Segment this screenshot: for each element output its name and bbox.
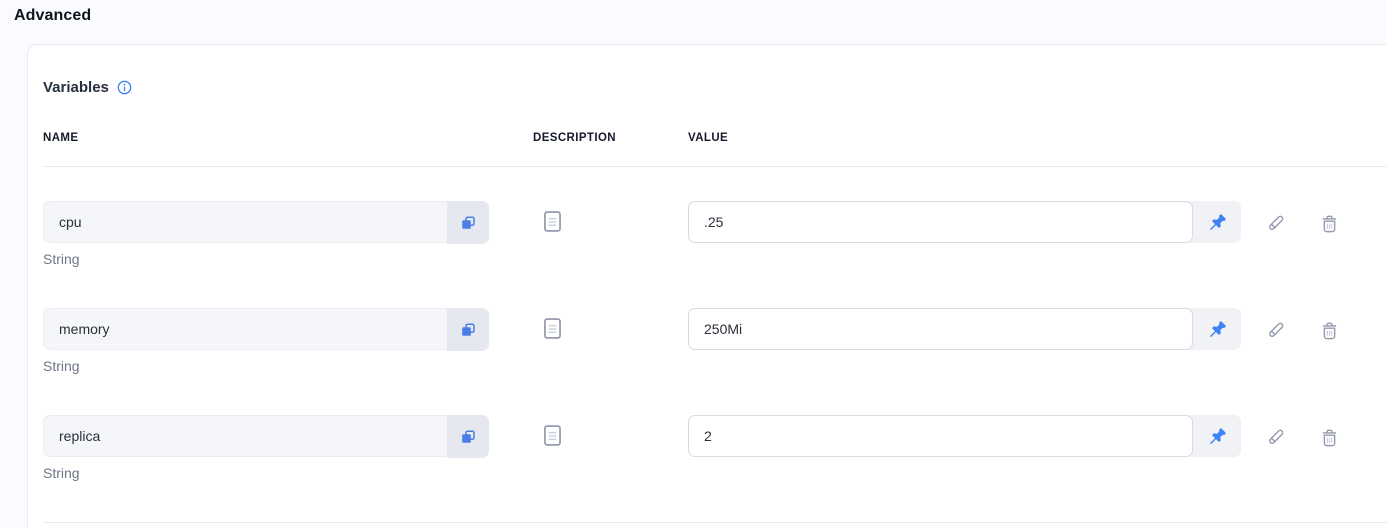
variables-panel: Variables NAME DESCRIPTION VALUE String xyxy=(27,44,1387,528)
document-icon xyxy=(544,318,561,339)
variable-type-label: String xyxy=(43,358,80,374)
name-input-group xyxy=(43,308,489,351)
pushpin-icon xyxy=(1208,320,1227,339)
delete-button[interactable] xyxy=(1309,317,1349,343)
variable-name-input[interactable] xyxy=(44,416,488,456)
document-icon xyxy=(544,211,561,232)
variable-name-input[interactable] xyxy=(44,202,488,242)
pin-button[interactable] xyxy=(1193,308,1241,350)
value-input-group xyxy=(688,201,1241,243)
value-input-group xyxy=(688,308,1241,350)
pencil-icon xyxy=(1265,213,1286,234)
copy-icon xyxy=(460,322,476,338)
variable-value-input[interactable] xyxy=(688,201,1193,243)
trash-icon xyxy=(1319,320,1340,341)
variable-type-label: String xyxy=(43,251,80,267)
section-divider xyxy=(43,522,1387,523)
variable-value-input[interactable] xyxy=(688,308,1193,350)
copy-icon xyxy=(460,215,476,231)
pencil-icon xyxy=(1265,320,1286,341)
page-title: Advanced xyxy=(14,7,92,24)
copy-icon xyxy=(460,429,476,445)
edit-button[interactable] xyxy=(1255,317,1295,343)
name-input-group xyxy=(43,201,489,244)
pin-button[interactable] xyxy=(1193,415,1241,457)
info-button[interactable] xyxy=(117,80,132,95)
name-input-group xyxy=(43,415,489,458)
document-icon xyxy=(544,425,561,446)
variable-row: String xyxy=(43,201,1387,268)
column-header-description: DESCRIPTION xyxy=(533,132,616,144)
edit-button[interactable] xyxy=(1255,424,1295,450)
variable-rows: String xyxy=(43,201,1387,482)
section-title-row: Variables xyxy=(43,78,1387,96)
description-button[interactable] xyxy=(544,318,561,339)
section-title: Variables xyxy=(43,78,109,96)
value-input-group xyxy=(688,415,1241,457)
pin-button[interactable] xyxy=(1193,201,1241,243)
pushpin-icon xyxy=(1208,213,1227,232)
pushpin-icon xyxy=(1208,427,1227,446)
copy-button[interactable] xyxy=(447,201,489,244)
variable-type-label: String xyxy=(43,465,80,481)
delete-button[interactable] xyxy=(1309,424,1349,450)
variable-name-input[interactable] xyxy=(44,309,488,349)
description-button[interactable] xyxy=(544,425,561,446)
table-header: NAME DESCRIPTION VALUE xyxy=(43,132,1387,167)
copy-button[interactable] xyxy=(447,308,489,351)
column-header-value: VALUE xyxy=(688,132,729,144)
description-button[interactable] xyxy=(544,211,561,232)
column-header-name: NAME xyxy=(43,132,79,144)
info-circle-icon xyxy=(117,80,132,95)
pencil-icon xyxy=(1265,427,1286,448)
variable-row: String xyxy=(43,308,1387,375)
variable-value-input[interactable] xyxy=(688,415,1193,457)
variable-row: String xyxy=(43,415,1387,482)
trash-icon xyxy=(1319,213,1340,234)
trash-icon xyxy=(1319,427,1340,448)
delete-button[interactable] xyxy=(1309,210,1349,236)
copy-button[interactable] xyxy=(447,415,489,458)
edit-button[interactable] xyxy=(1255,210,1295,236)
